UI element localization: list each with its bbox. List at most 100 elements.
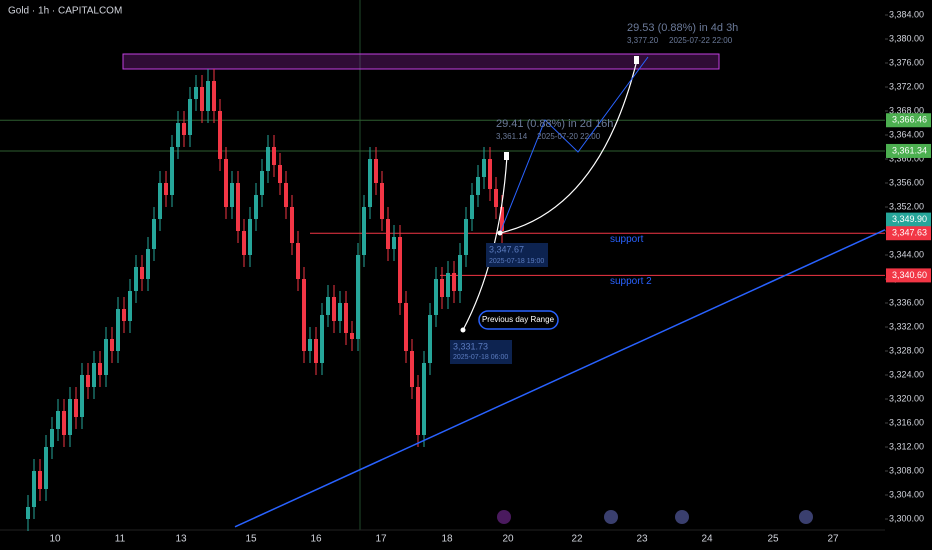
event-icons [497, 510, 813, 524]
y-tick-label: 3,300.00 [889, 513, 924, 523]
candle-body [218, 111, 222, 159]
candle-body [170, 147, 174, 195]
x-tick-label: 24 [701, 534, 713, 545]
y-tick-label: 3,304.00 [889, 489, 924, 499]
price-badge [886, 113, 931, 128]
candle-body [320, 315, 324, 363]
candle-body [68, 399, 72, 435]
candle-body [290, 207, 294, 243]
candle-body [122, 309, 126, 321]
target-marker [504, 152, 509, 160]
candle-body [302, 279, 306, 351]
candle-body [104, 339, 108, 375]
y-tick-label: 3,324.00 [889, 369, 924, 379]
candle-body [272, 147, 276, 165]
candle-body [260, 171, 264, 195]
event-icon [675, 510, 689, 524]
y-tick-label: 3,352.00 [889, 201, 924, 211]
candle-body [254, 195, 258, 219]
y-tick-label: 3,336.00 [889, 297, 924, 307]
range-box [122, 53, 720, 70]
candle-body [146, 249, 150, 279]
candle-body [458, 255, 462, 291]
projection-price: 3,361.14 [496, 132, 528, 141]
candle-body [98, 363, 102, 375]
candle-body [284, 183, 288, 207]
candle-body [452, 273, 456, 291]
y-tick-label: 3,320.00 [889, 393, 924, 403]
y-tick-label: 3,332.00 [889, 321, 924, 331]
candle-body [356, 255, 360, 339]
candle-body [152, 219, 156, 249]
candle-body [248, 219, 252, 255]
x-tick-label: 17 [375, 534, 387, 545]
price-badge-label: 3,366.46 [892, 115, 927, 125]
point-price: 3,331.73 [453, 341, 488, 351]
y-tick-label: 3,344.00 [889, 249, 924, 259]
candle-body [236, 183, 240, 231]
point-date: 2025-07-18 19:00 [489, 258, 544, 265]
candle-body [488, 159, 492, 189]
price-badge [886, 143, 931, 158]
candle-body [44, 447, 48, 489]
candle-body [242, 231, 246, 255]
symbol-title: Gold · 1h · CAPITALCOM [8, 6, 122, 17]
candle-body [86, 375, 90, 387]
point-price: 3,347.67 [489, 244, 524, 254]
candle-body [32, 471, 36, 507]
price-badge-label: 3,361.34 [892, 145, 927, 155]
x-tick-label: 11 [115, 534, 126, 545]
candle-body [182, 123, 186, 135]
x-tick-label: 27 [827, 534, 839, 545]
candle-body [50, 429, 54, 447]
candle-body [332, 297, 336, 321]
candle-body [446, 273, 450, 297]
point-date: 2025-07-18 06:00 [453, 354, 508, 361]
price-badge [886, 268, 931, 283]
candle-body [38, 471, 42, 489]
candle-body [116, 309, 120, 351]
price-badge-label: 3,347.63 [892, 228, 927, 238]
candle-body [164, 183, 168, 195]
callout-text: Previous day Range [482, 315, 555, 324]
target-marker [634, 56, 639, 64]
y-tick-label: 3,376.00 [889, 57, 924, 67]
candle-body [110, 339, 114, 351]
x-tick-label: 18 [441, 534, 453, 545]
x-tick-label: 20 [502, 534, 514, 545]
y-tick-label: 3,364.00 [889, 129, 924, 139]
projection-date: 2025-07-22 22:00 [669, 36, 733, 45]
candle-body [176, 123, 180, 147]
candle-body [224, 159, 228, 207]
candle-body [476, 177, 480, 195]
y-tick-label: 3,368.00 [889, 105, 924, 115]
point-label-bg [450, 340, 512, 364]
candle-body [128, 291, 132, 321]
candle-body [308, 339, 312, 351]
y-tick-label: 3,312.00 [889, 441, 924, 451]
candle-body [314, 339, 318, 363]
candle-body [92, 363, 96, 387]
candle-body [344, 303, 348, 333]
candle-body [158, 183, 162, 219]
price-badge [886, 212, 931, 227]
event-icon [799, 510, 813, 524]
x-tick-label: 13 [175, 534, 187, 545]
candle-body [194, 87, 198, 99]
anchor-point [497, 230, 503, 236]
candle-body [392, 237, 396, 249]
candle-body [386, 219, 390, 249]
candle-body [434, 279, 438, 315]
level-name: support 2 [610, 276, 652, 287]
candle-body [134, 267, 138, 291]
candle-body [338, 303, 342, 321]
y-tick-label: 3,372.00 [889, 81, 924, 91]
candle-body [62, 411, 66, 435]
candle-body [56, 411, 60, 429]
y-tick-label: 3,328.00 [889, 345, 924, 355]
candle-body [350, 333, 354, 339]
candle-body [80, 375, 84, 417]
candle-body [500, 207, 504, 231]
y-tick-label: 3,360.00 [889, 153, 924, 163]
